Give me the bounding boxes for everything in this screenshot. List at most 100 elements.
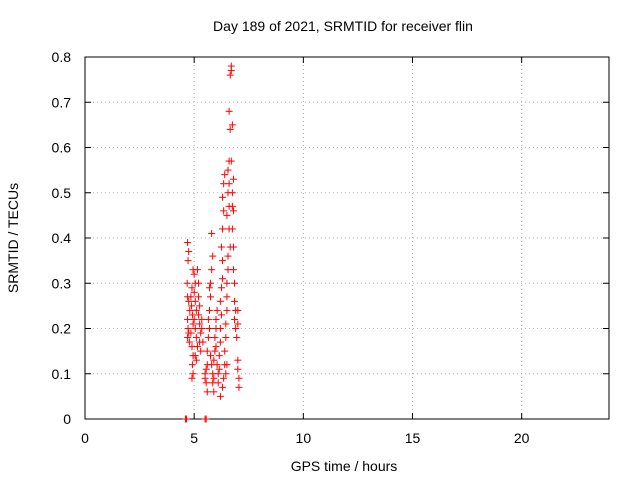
data-point bbox=[221, 171, 229, 179]
y-axis-label: SRMTID / TECUs bbox=[5, 183, 21, 293]
data-point bbox=[225, 180, 233, 188]
data-point bbox=[216, 338, 224, 346]
data-point bbox=[213, 361, 221, 369]
data-point bbox=[215, 352, 223, 360]
data-point bbox=[228, 121, 236, 129]
data-point bbox=[232, 325, 240, 332]
x-axis-label: GPS time / hours bbox=[291, 458, 398, 474]
x-tick-label: 0 bbox=[81, 430, 89, 446]
data-point bbox=[204, 334, 212, 342]
data-point bbox=[192, 356, 200, 364]
data-point bbox=[202, 415, 210, 423]
data-point bbox=[199, 338, 207, 346]
data-point bbox=[210, 388, 218, 396]
data-point bbox=[231, 279, 239, 287]
data-point bbox=[187, 293, 195, 301]
data-point bbox=[193, 343, 201, 351]
data-point bbox=[191, 297, 199, 305]
data-point bbox=[219, 383, 227, 391]
data-point bbox=[190, 315, 198, 323]
data-point bbox=[227, 67, 235, 75]
data-point bbox=[197, 329, 205, 337]
data-point bbox=[223, 306, 231, 314]
data-point bbox=[234, 365, 242, 373]
data-point bbox=[212, 343, 220, 351]
grid bbox=[85, 57, 609, 419]
data-point bbox=[195, 311, 203, 319]
data-point bbox=[191, 352, 199, 360]
data-point bbox=[186, 306, 194, 314]
data-point bbox=[192, 334, 200, 342]
data-point bbox=[188, 302, 196, 310]
data-point bbox=[203, 388, 211, 396]
y-tick-label: 0.7 bbox=[52, 94, 72, 110]
data-point bbox=[183, 415, 191, 423]
plot-frame bbox=[84, 56, 610, 420]
data-point bbox=[223, 293, 231, 301]
data-point bbox=[224, 252, 232, 260]
data-point bbox=[201, 374, 209, 382]
data-point bbox=[188, 311, 196, 319]
data-point bbox=[216, 325, 224, 332]
data-point bbox=[217, 311, 225, 319]
data-point bbox=[231, 315, 239, 323]
data-point bbox=[196, 320, 204, 328]
data-point bbox=[207, 293, 215, 301]
data-point bbox=[216, 297, 224, 305]
data-point bbox=[209, 252, 217, 260]
data-point bbox=[235, 383, 243, 391]
data-point bbox=[184, 334, 192, 342]
data-point bbox=[184, 239, 192, 247]
data-point bbox=[212, 315, 220, 323]
data-point bbox=[203, 347, 211, 355]
data-point bbox=[216, 392, 224, 400]
data-point bbox=[184, 315, 192, 323]
data-point bbox=[223, 211, 231, 219]
x-tick-label: 20 bbox=[514, 430, 530, 446]
data-point bbox=[228, 189, 236, 197]
data-point bbox=[229, 207, 237, 215]
data-point bbox=[219, 275, 227, 283]
data-point bbox=[195, 279, 203, 287]
data-point bbox=[229, 175, 237, 183]
data-point bbox=[235, 374, 243, 382]
data-point bbox=[202, 365, 210, 373]
data-point bbox=[214, 370, 222, 378]
y-tick-label: 0.6 bbox=[52, 140, 72, 156]
data-point bbox=[191, 325, 199, 332]
data-point bbox=[208, 266, 216, 274]
y-tick-label: 0.4 bbox=[52, 230, 72, 246]
y-tick-label: 0.5 bbox=[52, 185, 72, 201]
data-point bbox=[193, 266, 201, 274]
data-point bbox=[207, 279, 215, 287]
data-point bbox=[198, 315, 206, 323]
data-point bbox=[184, 257, 192, 265]
data-point bbox=[195, 293, 203, 301]
chart-title: Day 189 of 2021, SRMTID for receiver fli… bbox=[213, 18, 473, 34]
x-tick-label: 15 bbox=[405, 430, 421, 446]
data-point bbox=[228, 202, 236, 210]
data-point bbox=[223, 279, 231, 287]
data-point bbox=[219, 193, 227, 201]
data-point bbox=[190, 270, 198, 278]
data-point bbox=[202, 379, 210, 387]
data-point bbox=[233, 334, 241, 342]
data-point bbox=[183, 279, 191, 287]
data-point bbox=[185, 248, 193, 256]
y-tick-label: 0.1 bbox=[52, 366, 72, 382]
data-point bbox=[227, 157, 235, 165]
axis-ticks: 0 0.1 0.2 0.3 0.4 0.5 0.6 0.7 0.8 0 5 10 15 20 bbox=[52, 49, 609, 446]
data-point bbox=[220, 207, 228, 215]
data-points bbox=[181, 62, 243, 423]
y-tick-label: 0 bbox=[63, 411, 71, 427]
data-point bbox=[198, 325, 206, 332]
data-point bbox=[222, 334, 230, 342]
x-tick-label: 10 bbox=[296, 430, 312, 446]
data-point bbox=[188, 361, 196, 369]
data-point bbox=[234, 356, 242, 364]
data-point bbox=[210, 374, 218, 382]
data-point bbox=[197, 347, 205, 355]
data-point bbox=[214, 379, 222, 387]
data-point bbox=[211, 347, 219, 355]
data-point bbox=[224, 166, 232, 174]
